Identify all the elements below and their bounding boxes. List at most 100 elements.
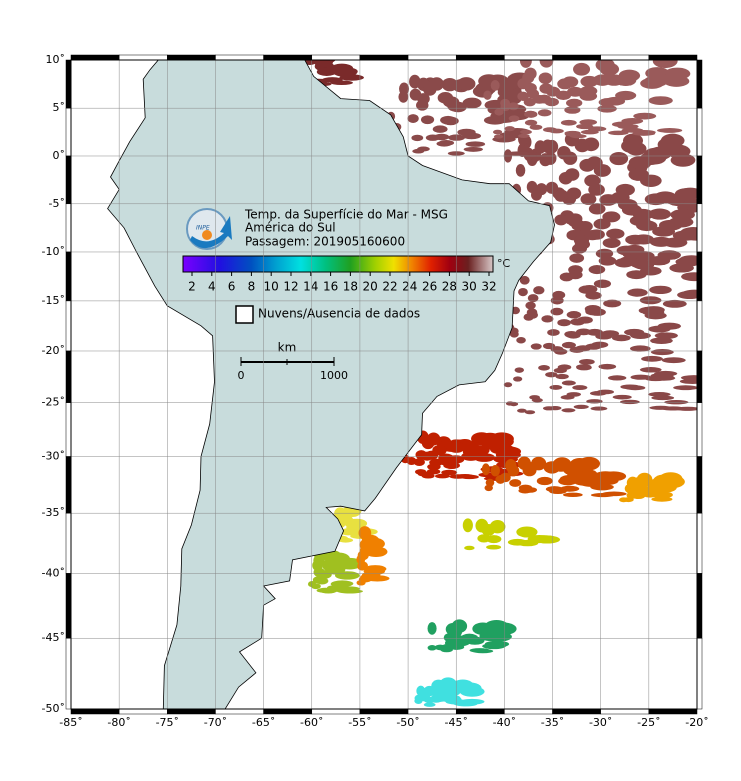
sst-patch [609, 151, 629, 166]
sst-patch [576, 123, 594, 130]
sst-patch [598, 256, 617, 266]
sst-patch [566, 311, 582, 319]
sst-patch [433, 694, 449, 702]
sst-patch [504, 126, 515, 132]
cloud-swatch [235, 305, 254, 324]
sst-patch [621, 118, 644, 125]
sst-patch [495, 450, 521, 460]
sst-patch [617, 123, 639, 130]
sst-patch [633, 112, 657, 120]
colorbar-tick-label: 32 [481, 280, 496, 294]
sst-patch [641, 355, 663, 362]
sst-patch [423, 702, 436, 707]
sst-patch [538, 365, 550, 371]
sst-patch [524, 83, 537, 94]
sst-patch [441, 77, 458, 92]
sst-patch [682, 198, 697, 211]
sst-patch [516, 336, 526, 344]
sst-patch [674, 188, 697, 200]
sst-patch [411, 134, 424, 142]
scale-label: 1000 [320, 369, 348, 382]
sst-patch [523, 97, 536, 107]
frame-bar [696, 107, 703, 157]
sst-patch [579, 358, 595, 365]
frame-bar [696, 456, 703, 514]
frame-bar [70, 708, 120, 715]
sst-patch [549, 384, 563, 390]
sst-patch [421, 473, 435, 479]
sst-patch [500, 98, 511, 108]
sst-patch [517, 91, 529, 101]
sst-patch [543, 127, 558, 133]
sst-patch [413, 458, 425, 466]
sst-patch [484, 619, 509, 634]
sst-patch [517, 408, 527, 413]
sst-patch [560, 119, 577, 126]
lon-tick-label: -20˚ [685, 716, 708, 729]
sst-patch [603, 74, 624, 86]
sst-patch [566, 187, 582, 200]
legend-label: Nuvens/Ausencia de dados [258, 307, 420, 321]
sst-patch [334, 571, 360, 580]
sst-patch [515, 163, 526, 177]
sst-patch [529, 124, 543, 130]
sst-patch [562, 76, 579, 88]
lon-tick-label: -70˚ [204, 716, 227, 729]
sst-patch [588, 265, 606, 275]
sst-patch [449, 474, 467, 479]
sst-patch [544, 151, 557, 165]
sst-patch [601, 330, 620, 338]
frame-bar [215, 708, 264, 715]
sst-patch [493, 134, 504, 139]
sst-patch [563, 492, 583, 497]
sst-patch [651, 496, 673, 502]
frame-bar [311, 708, 361, 715]
sst-patch [508, 115, 520, 122]
sst-patch [357, 562, 368, 571]
sst-patch [465, 141, 486, 147]
sst-patch [517, 456, 531, 471]
sst-patch [537, 94, 552, 104]
logo-text: INPE [196, 225, 210, 232]
sst-patch [652, 375, 676, 381]
lat-tick-label: 0˚ [53, 149, 66, 162]
sst-patch [536, 476, 553, 486]
sst-patch [533, 286, 545, 295]
frame-bar [118, 54, 168, 61]
title-line: Temp. da Superfície do Mar - MSG [244, 208, 448, 222]
sst-patch [621, 139, 641, 153]
frame [70, 59, 698, 710]
frame-bar [359, 54, 409, 61]
sst-patch [649, 405, 672, 410]
sst-patch [557, 319, 571, 327]
sst-patch [337, 589, 363, 594]
sst-patch [434, 133, 450, 141]
sst-patch [597, 104, 617, 113]
sst-patch [648, 96, 673, 105]
sst-patch [625, 385, 646, 391]
frame-bar [407, 54, 457, 61]
sst-patch [420, 115, 435, 125]
lat-tick-label: 5˚ [53, 101, 66, 114]
sst-patch [666, 144, 691, 159]
sst-patch [482, 643, 506, 650]
sst-patch [524, 410, 536, 415]
frame-bar [65, 637, 72, 710]
sst-patch [475, 518, 489, 533]
sst-patch [664, 399, 689, 405]
sst-patch [601, 491, 627, 497]
sst-patch [507, 538, 528, 546]
sst-patch [316, 67, 337, 76]
frame-bar [65, 512, 72, 574]
legend: INPE Temp. da Superfície do Mar - MSG Am… [182, 208, 511, 382]
sst-patch [590, 483, 614, 491]
frame-bar [552, 708, 601, 715]
colorbar-tick-label: 10 [264, 280, 279, 294]
sst-patch [441, 643, 455, 650]
scale-unit: km [278, 341, 297, 355]
frame-bar [696, 637, 703, 710]
sst-patch [590, 406, 608, 411]
sst-patch [598, 363, 617, 370]
sst-patch [360, 573, 376, 581]
sst-patch [606, 228, 625, 239]
